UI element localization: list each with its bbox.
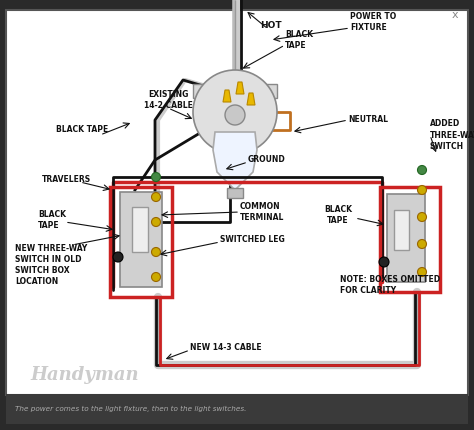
Text: SWITCHED LEG: SWITCHED LEG	[220, 236, 285, 245]
Bar	[6, 10, 468, 395]
Bar	[193, 84, 277, 98]
Text: The power comes to the light fixture, then to the light switches.: The power comes to the light fixture, th…	[15, 406, 246, 412]
Circle shape	[193, 70, 277, 154]
Text: POWER TO
FIXTURE: POWER TO FIXTURE	[350, 12, 396, 32]
Bar	[132, 207, 148, 252]
Polygon shape	[247, 93, 255, 105]
Bar	[227, 188, 243, 198]
Bar	[120, 192, 162, 287]
Bar	[6, 394, 468, 424]
Bar	[387, 194, 425, 282]
Circle shape	[418, 267, 427, 276]
Circle shape	[152, 172, 161, 181]
Bar	[380, 187, 440, 292]
Text: BLACK
TAPE: BLACK TAPE	[324, 205, 352, 225]
Bar	[394, 210, 409, 250]
Text: TRAVELERS: TRAVELERS	[42, 175, 91, 184]
Text: BLACK TAPE: BLACK TAPE	[56, 126, 108, 135]
Polygon shape	[223, 90, 231, 102]
Circle shape	[152, 193, 161, 202]
Text: EXISTING
14-2 CABLE: EXISTING 14-2 CABLE	[144, 90, 192, 110]
Circle shape	[379, 257, 389, 267]
Bar	[110, 187, 172, 297]
Text: BLACK
TAPE: BLACK TAPE	[38, 210, 66, 230]
Text: BLACK
TAPE: BLACK TAPE	[285, 30, 313, 50]
Text: NEW 14-3 CABLE: NEW 14-3 CABLE	[190, 344, 262, 353]
Polygon shape	[236, 82, 244, 94]
Circle shape	[418, 166, 427, 175]
Circle shape	[152, 218, 161, 227]
Circle shape	[225, 105, 245, 125]
Text: ADDED
THREE-WAY
SWITCH: ADDED THREE-WAY SWITCH	[430, 120, 474, 150]
Circle shape	[418, 185, 427, 194]
Text: HOT: HOT	[260, 21, 282, 30]
Text: COMMON
TERMINAL: COMMON TERMINAL	[240, 202, 284, 222]
Text: NEUTRAL: NEUTRAL	[348, 116, 388, 125]
Text: x: x	[452, 10, 458, 20]
Circle shape	[418, 212, 427, 221]
Polygon shape	[213, 132, 257, 190]
Circle shape	[152, 273, 161, 282]
Circle shape	[113, 252, 123, 262]
Circle shape	[418, 240, 427, 249]
Text: NEW THREE-WAY
SWITCH IN OLD
SWITCH BOX
LOCATION: NEW THREE-WAY SWITCH IN OLD SWITCH BOX L…	[15, 244, 87, 286]
Text: NOTE: BOXES OMITTED
FOR CLARITY: NOTE: BOXES OMITTED FOR CLARITY	[340, 275, 440, 295]
Text: Handyman: Handyman	[30, 366, 138, 384]
Circle shape	[152, 248, 161, 257]
Text: GROUND: GROUND	[248, 156, 286, 165]
